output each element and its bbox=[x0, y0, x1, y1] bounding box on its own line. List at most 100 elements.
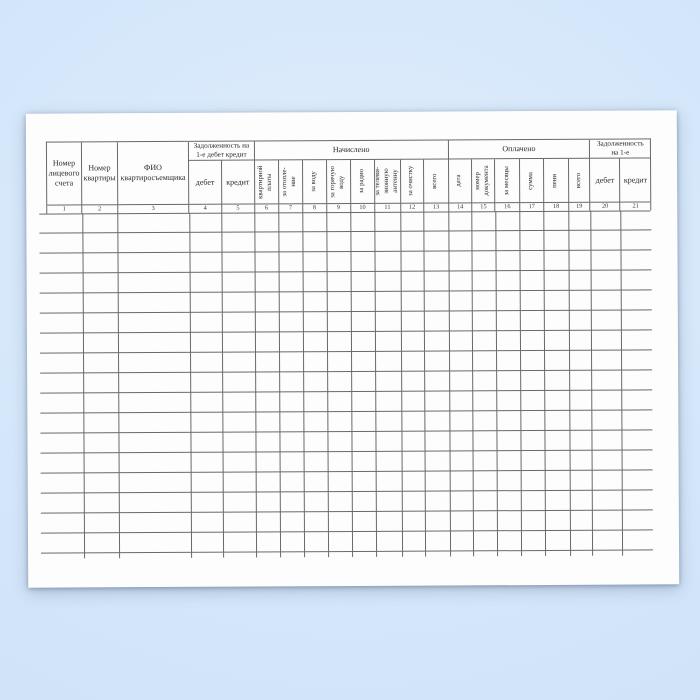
grid-cell bbox=[376, 351, 403, 372]
header-label: квартирной платы bbox=[257, 165, 274, 199]
header-label: за телеви- зионную антенну bbox=[374, 166, 399, 196]
grid-cell bbox=[328, 432, 353, 453]
grid-cell bbox=[425, 331, 450, 352]
grid-cell bbox=[497, 511, 523, 532]
grid-cell bbox=[304, 472, 329, 493]
grid-cell bbox=[223, 532, 258, 553]
header-accrued-total: всего bbox=[424, 159, 449, 204]
grid-cell bbox=[402, 491, 427, 512]
grid-cell bbox=[119, 452, 192, 474]
grid-cell bbox=[190, 272, 223, 293]
grid-cell bbox=[191, 512, 224, 533]
grid-cell bbox=[191, 472, 224, 493]
grid-cell bbox=[401, 271, 425, 292]
header-label: за горячую воду bbox=[329, 165, 346, 198]
grid-cell bbox=[304, 532, 330, 553]
grid-cell bbox=[520, 210, 545, 232]
header-heating: за отопле- ние bbox=[278, 160, 303, 205]
column-number-label: 15 bbox=[480, 203, 487, 211]
header-document-number: номер документа bbox=[471, 159, 496, 204]
grid-cell bbox=[255, 232, 280, 253]
grid-cell bbox=[83, 333, 120, 354]
grid-cell bbox=[451, 551, 475, 556]
grid-cell bbox=[224, 552, 258, 558]
header-label: за отопле- ние bbox=[281, 167, 298, 197]
header-credit-closing: кредит bbox=[620, 158, 651, 203]
grid-cell bbox=[571, 550, 593, 556]
grid-cell bbox=[376, 411, 403, 432]
grid-cell bbox=[119, 432, 192, 454]
grid-cell bbox=[82, 213, 119, 234]
grid-cell bbox=[450, 411, 474, 432]
grid-cell bbox=[450, 371, 474, 392]
grid-cell bbox=[279, 332, 305, 353]
grid-cell bbox=[570, 490, 593, 511]
grid-cell bbox=[118, 272, 191, 294]
header-label: кредит bbox=[226, 177, 250, 187]
grid-cell bbox=[545, 390, 571, 411]
column-number: 12 bbox=[400, 203, 425, 212]
grid-cell bbox=[352, 491, 377, 513]
grid-cell bbox=[425, 351, 451, 372]
grid-cell bbox=[303, 272, 328, 293]
grid-cell bbox=[280, 372, 305, 393]
header-amount: сумма bbox=[519, 158, 545, 204]
grid-cell bbox=[353, 551, 378, 557]
grid-cell bbox=[222, 272, 256, 293]
column-number: 11 bbox=[374, 203, 401, 212]
grid-cell bbox=[119, 492, 192, 514]
grid-cell bbox=[425, 431, 451, 452]
grid-cell bbox=[546, 470, 571, 491]
grid-cell bbox=[328, 352, 353, 373]
grid-cell bbox=[473, 371, 497, 392]
grid-cell bbox=[351, 331, 377, 353]
grid-cell bbox=[473, 431, 498, 452]
grid-cell bbox=[591, 370, 622, 391]
grid-cell bbox=[190, 412, 224, 433]
grid-cell bbox=[256, 412, 281, 433]
grid-cell bbox=[223, 492, 257, 513]
grid-cell bbox=[425, 391, 451, 412]
header-label: пени bbox=[551, 173, 559, 188]
header-for-months: за месяцы bbox=[495, 159, 521, 204]
grid-cell bbox=[474, 551, 498, 556]
grid-cell bbox=[569, 330, 592, 351]
grid-cell bbox=[621, 210, 651, 230]
grid-cell bbox=[256, 392, 281, 413]
grid-cell bbox=[569, 350, 592, 371]
grid-cell bbox=[256, 512, 281, 533]
grid-cell bbox=[190, 432, 224, 453]
grid-cell bbox=[304, 452, 329, 473]
grid-cell bbox=[255, 332, 281, 353]
grid-cell bbox=[496, 251, 521, 272]
grid-cell bbox=[450, 391, 474, 412]
grid-cell bbox=[521, 450, 547, 472]
grid-cell bbox=[376, 451, 403, 472]
grid-cell bbox=[47, 213, 83, 234]
grid-cell bbox=[223, 432, 257, 453]
header-rent-charge: квартирной платы bbox=[254, 160, 279, 205]
grid-cell bbox=[375, 291, 402, 312]
grid-cell bbox=[376, 491, 403, 512]
grid-cell bbox=[449, 291, 474, 312]
grid-cell bbox=[569, 210, 592, 231]
grid-cell bbox=[190, 332, 224, 353]
grid-cell bbox=[622, 490, 652, 510]
grid-cell bbox=[279, 252, 304, 273]
column-number: 18 bbox=[544, 202, 569, 211]
header-tv-antenna: за телеви- зионную антенну bbox=[374, 159, 401, 204]
grid-cell bbox=[222, 332, 257, 353]
grid-cell bbox=[83, 353, 120, 374]
grid-cell bbox=[280, 532, 306, 553]
grid-cell bbox=[48, 473, 85, 494]
grid-cell bbox=[279, 232, 304, 253]
column-number-label: 14 bbox=[456, 203, 464, 211]
grid-cell bbox=[327, 212, 352, 233]
group-header-paid: Оплачено bbox=[448, 139, 591, 160]
grid-cell bbox=[401, 331, 426, 352]
grid-cell bbox=[569, 270, 592, 291]
rent-ledger-table: Номер лицевого счета Номер квартиры ФИО … bbox=[45, 138, 653, 559]
grid-cell bbox=[569, 290, 592, 311]
grid-cell bbox=[119, 372, 191, 394]
group-label: Задолженность на 1-е bbox=[596, 139, 644, 157]
